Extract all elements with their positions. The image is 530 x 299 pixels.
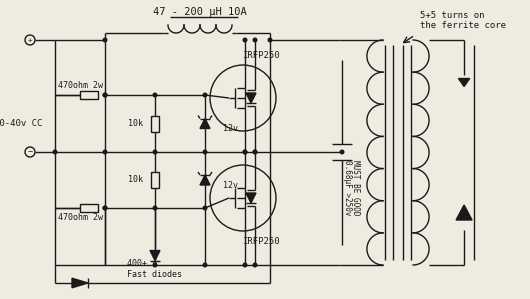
Text: 10-40v CC: 10-40v CC — [0, 118, 42, 127]
Text: MUST BE GOOD: MUST BE GOOD — [351, 160, 360, 216]
Circle shape — [253, 150, 257, 154]
Circle shape — [103, 93, 107, 97]
Circle shape — [103, 206, 107, 210]
Text: 10k: 10k — [128, 119, 143, 128]
Text: 470ohm 2w: 470ohm 2w — [57, 213, 102, 222]
Polygon shape — [246, 193, 256, 203]
Circle shape — [340, 150, 344, 154]
Text: 400+ v
Fast diodes: 400+ v Fast diodes — [127, 259, 182, 279]
Polygon shape — [200, 175, 210, 185]
Circle shape — [153, 93, 157, 97]
Text: 5+5 turns on: 5+5 turns on — [420, 10, 484, 19]
Polygon shape — [456, 205, 472, 220]
Text: −: − — [28, 147, 32, 156]
Text: 12v: 12v — [223, 124, 238, 133]
Circle shape — [243, 263, 247, 267]
Bar — [151, 115, 159, 132]
Circle shape — [243, 150, 247, 154]
Text: IRFP250: IRFP250 — [242, 51, 280, 60]
Circle shape — [253, 263, 257, 267]
Circle shape — [203, 206, 207, 210]
Circle shape — [153, 206, 157, 210]
Text: 0.68μF >250v: 0.68μF >250v — [343, 160, 352, 216]
Text: IRFP250: IRFP250 — [242, 237, 280, 245]
Circle shape — [153, 150, 157, 154]
Text: 47 - 200 μH 10A: 47 - 200 μH 10A — [153, 7, 247, 17]
Polygon shape — [246, 93, 256, 103]
Circle shape — [203, 150, 207, 154]
Polygon shape — [150, 251, 160, 260]
Circle shape — [268, 38, 272, 42]
Polygon shape — [200, 118, 210, 129]
Circle shape — [103, 206, 107, 210]
Circle shape — [53, 150, 57, 154]
Circle shape — [243, 150, 247, 154]
Text: 12v: 12v — [223, 181, 238, 190]
Circle shape — [253, 150, 257, 154]
Bar — [80, 204, 98, 212]
Circle shape — [203, 263, 207, 267]
Circle shape — [103, 150, 107, 154]
Polygon shape — [458, 79, 470, 86]
Circle shape — [253, 38, 257, 42]
Circle shape — [103, 93, 107, 97]
Circle shape — [203, 93, 207, 97]
Circle shape — [103, 38, 107, 42]
Text: 470ohm 2w: 470ohm 2w — [57, 80, 102, 89]
Text: 10k: 10k — [128, 176, 143, 184]
Text: the ferrite core: the ferrite core — [420, 21, 506, 30]
Bar — [151, 172, 159, 188]
Circle shape — [243, 38, 247, 42]
Text: +: + — [28, 37, 32, 43]
Polygon shape — [72, 278, 88, 288]
Bar — [80, 91, 98, 99]
Circle shape — [153, 263, 157, 267]
